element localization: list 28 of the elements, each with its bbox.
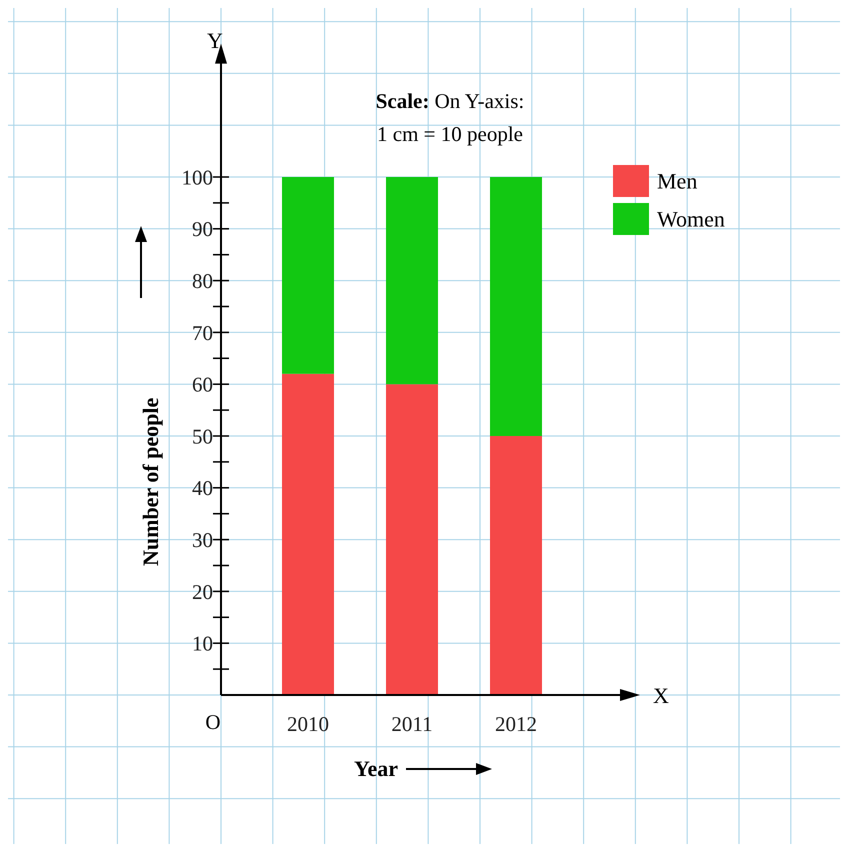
y-tick-label: 10 xyxy=(192,632,213,656)
bar xyxy=(282,177,334,374)
y-tick-label: 50 xyxy=(192,424,213,448)
y-tick-label: 40 xyxy=(192,476,213,500)
y-tick-label: 100 xyxy=(182,165,213,190)
text: 1 cm = 10 people xyxy=(377,122,523,146)
annotation: Y xyxy=(207,28,224,53)
text: O xyxy=(205,710,221,734)
y-tick-label: 20 xyxy=(192,580,213,604)
legend-label: Women xyxy=(657,206,725,232)
y-tick-label: 30 xyxy=(192,528,213,552)
bar xyxy=(386,177,438,384)
bar xyxy=(490,177,542,436)
bar xyxy=(386,384,438,695)
y-tick-label: 90 xyxy=(192,217,213,242)
text: X xyxy=(653,683,669,708)
x-tick-label: 2012 xyxy=(495,712,537,736)
legend-label: Men xyxy=(657,168,698,194)
bar xyxy=(282,374,334,695)
bar xyxy=(490,436,542,695)
y-tick-label: 60 xyxy=(192,372,213,397)
y-tick-label: 70 xyxy=(192,320,213,345)
text: Scale: On Y-axis: xyxy=(376,89,524,113)
x-tick-label: 2011 xyxy=(391,712,433,736)
x-tick-label: 2010 xyxy=(287,712,329,736)
y-axis-title: Number of people xyxy=(138,398,163,566)
y-tick-label: 80 xyxy=(192,268,213,293)
x-axis-title: Year xyxy=(354,756,398,781)
